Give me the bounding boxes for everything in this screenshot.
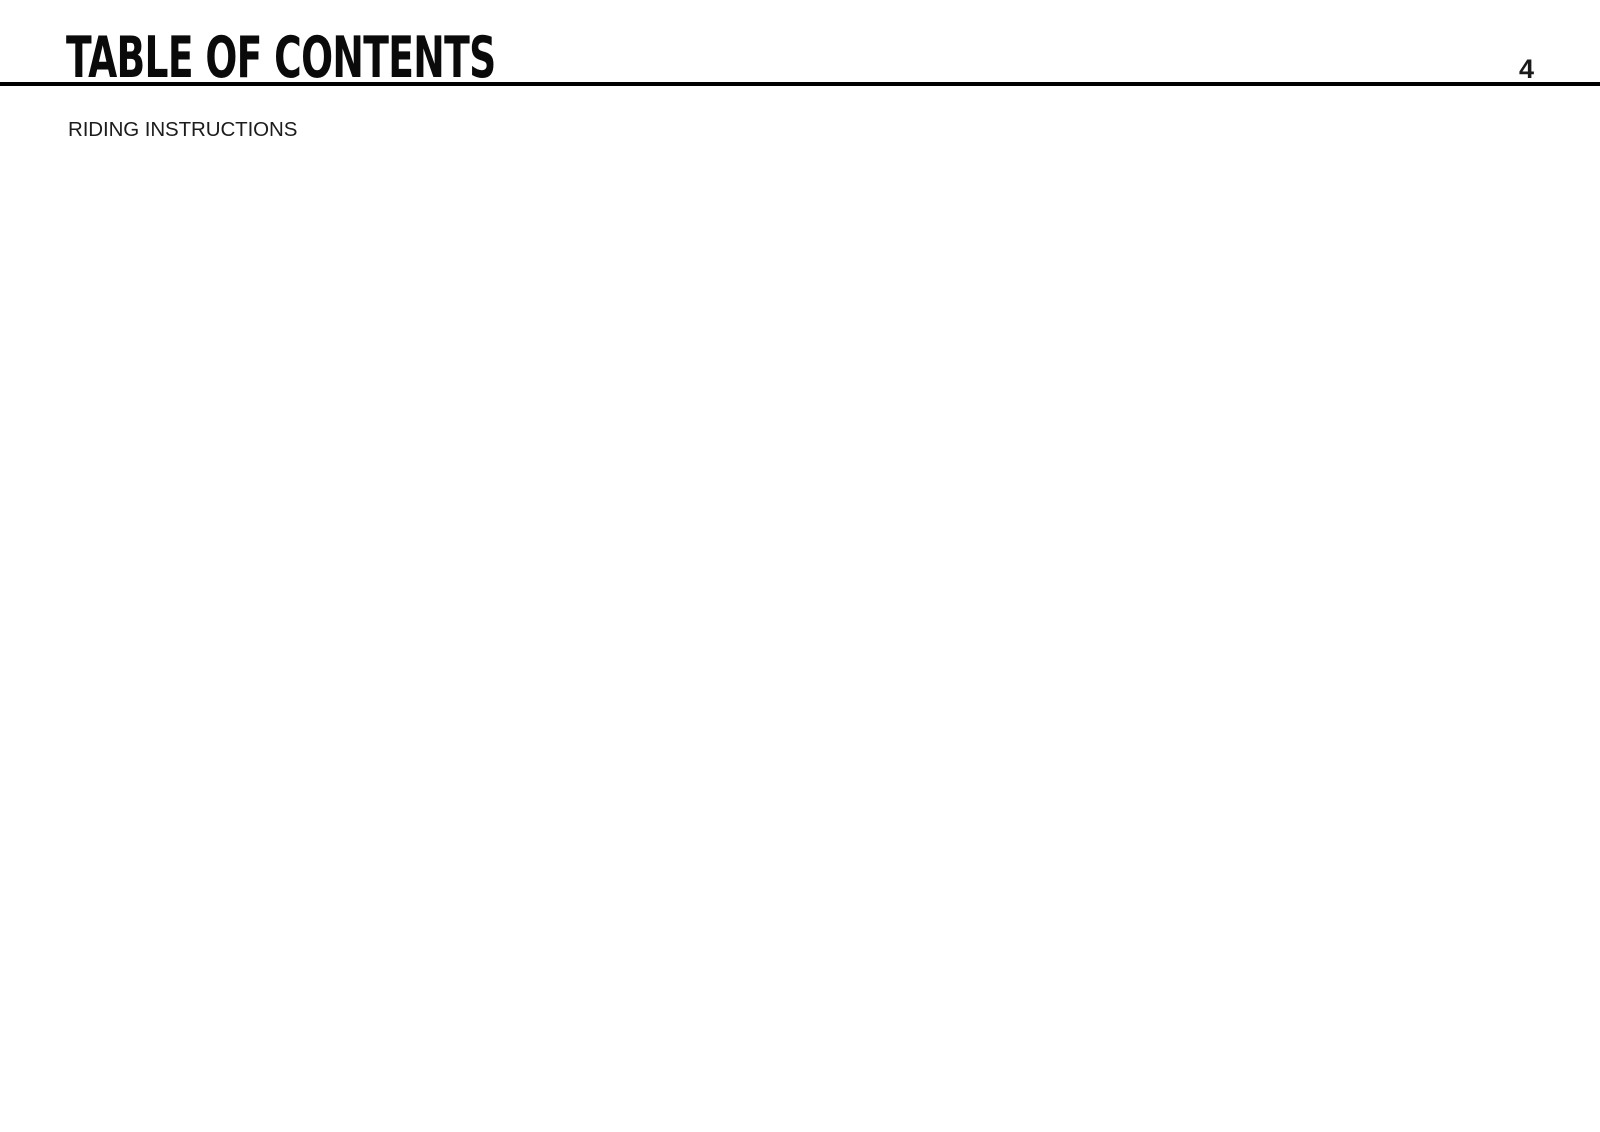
toc-entry-label: RIDING INSTRUCTIONS	[68, 118, 298, 141]
header-rule	[0, 82, 1600, 86]
page-title: TABLE OF CONTENTS	[66, 25, 496, 91]
toc-entry-page: 90	[1121, 114, 1600, 1132]
toc-entry: Checking the chain tension..............…	[836, 114, 1600, 1132]
toc-column-left: RIDING INSTRUCTIONS.....................…	[68, 114, 1600, 1132]
toc-entry: RIDING INSTRUCTIONS.....................…	[68, 114, 1600, 1132]
toc-column-right: Checking the chain tension..............…	[836, 114, 1600, 1132]
toc-columns: RIDING INSTRUCTIONS.....................…	[68, 114, 1600, 1132]
page-number: 4	[1518, 54, 1534, 84]
